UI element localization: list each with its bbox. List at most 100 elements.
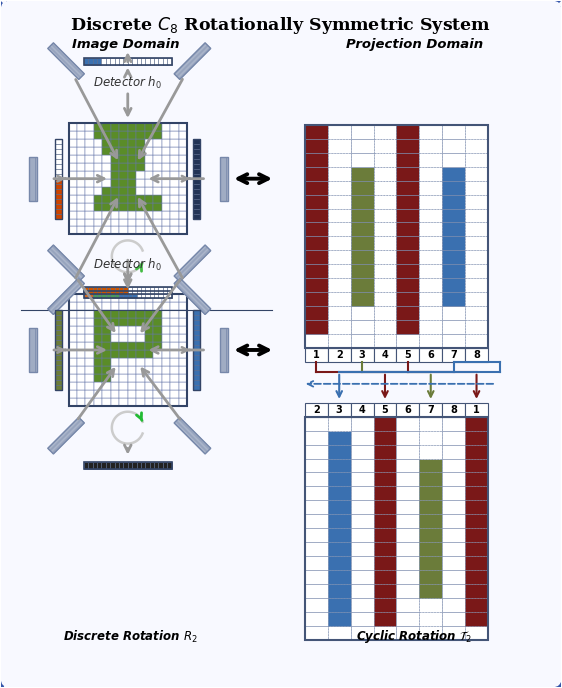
Bar xyxy=(128,211,136,219)
Bar xyxy=(419,486,442,500)
Bar xyxy=(111,358,119,366)
Bar xyxy=(119,287,124,294)
Bar xyxy=(179,382,187,390)
Bar xyxy=(111,366,119,374)
Bar xyxy=(442,264,465,278)
Bar xyxy=(77,294,85,302)
Bar xyxy=(111,195,119,202)
Bar xyxy=(144,219,153,226)
Bar xyxy=(419,292,442,306)
Text: 4: 4 xyxy=(382,350,388,360)
Bar xyxy=(465,181,488,195)
Bar xyxy=(305,278,328,292)
Bar xyxy=(153,342,162,350)
Bar xyxy=(55,345,62,350)
Bar xyxy=(119,302,128,310)
Bar xyxy=(419,334,442,348)
Bar xyxy=(128,58,132,65)
Bar xyxy=(328,139,351,153)
Bar xyxy=(396,458,419,473)
Bar xyxy=(93,58,97,65)
Bar xyxy=(77,374,85,382)
Bar xyxy=(305,181,328,195)
Bar xyxy=(111,179,119,186)
Bar xyxy=(111,155,119,163)
Bar xyxy=(132,287,137,294)
Bar xyxy=(132,58,137,65)
Text: 5: 5 xyxy=(382,405,388,415)
Bar xyxy=(396,250,419,264)
Bar xyxy=(162,202,170,211)
Bar xyxy=(328,528,351,542)
Bar xyxy=(419,320,442,334)
Bar xyxy=(419,222,442,237)
Bar xyxy=(419,139,442,153)
Bar xyxy=(193,213,201,219)
Bar xyxy=(154,462,158,469)
Bar xyxy=(77,179,85,186)
Bar xyxy=(305,515,328,528)
Bar xyxy=(170,342,179,350)
Bar xyxy=(136,131,144,139)
Bar xyxy=(55,139,62,144)
Bar xyxy=(170,390,179,398)
Bar xyxy=(351,306,374,320)
Bar xyxy=(128,163,136,171)
Bar xyxy=(144,318,153,326)
Bar xyxy=(419,125,442,139)
Bar xyxy=(351,237,374,250)
Bar xyxy=(153,211,162,219)
Text: 1: 1 xyxy=(473,405,480,415)
Bar xyxy=(88,287,93,294)
Bar xyxy=(69,334,77,342)
Bar xyxy=(442,195,465,208)
Bar xyxy=(119,123,128,131)
Polygon shape xyxy=(48,245,84,281)
Bar xyxy=(419,181,442,195)
Bar xyxy=(128,195,136,202)
Bar xyxy=(351,500,374,515)
Bar xyxy=(442,348,465,362)
Bar xyxy=(419,264,442,278)
Bar xyxy=(128,139,136,147)
Bar xyxy=(328,486,351,500)
Bar xyxy=(374,612,396,626)
Bar xyxy=(144,131,153,139)
Polygon shape xyxy=(220,328,228,372)
Bar xyxy=(465,458,488,473)
Bar xyxy=(102,131,111,139)
Bar xyxy=(84,462,171,469)
Bar xyxy=(465,125,488,139)
Bar xyxy=(77,219,85,226)
Bar xyxy=(328,556,351,570)
Bar xyxy=(162,390,170,398)
Bar xyxy=(162,318,170,326)
Bar xyxy=(69,226,77,235)
Text: Cyclic Rotation $\mathcal{T}_2$: Cyclic Rotation $\mathcal{T}_2$ xyxy=(356,628,472,645)
Bar xyxy=(102,398,111,406)
Bar xyxy=(442,306,465,320)
Bar xyxy=(119,155,128,163)
Bar xyxy=(102,155,111,163)
Bar xyxy=(374,195,396,208)
Bar xyxy=(55,144,62,149)
Bar xyxy=(328,500,351,515)
Bar xyxy=(77,390,85,398)
Bar xyxy=(170,147,179,155)
Bar xyxy=(55,204,62,208)
Bar xyxy=(163,58,167,65)
Bar xyxy=(162,342,170,350)
Bar xyxy=(149,462,154,469)
Bar xyxy=(85,382,94,390)
Bar xyxy=(153,398,162,406)
Bar xyxy=(193,330,201,335)
Bar xyxy=(85,139,94,147)
Bar xyxy=(119,163,128,171)
Bar xyxy=(97,462,102,469)
Bar xyxy=(106,291,110,298)
Bar xyxy=(465,598,488,612)
Bar xyxy=(351,278,374,292)
Bar xyxy=(110,291,115,298)
Bar xyxy=(396,542,419,556)
Bar xyxy=(69,358,77,366)
